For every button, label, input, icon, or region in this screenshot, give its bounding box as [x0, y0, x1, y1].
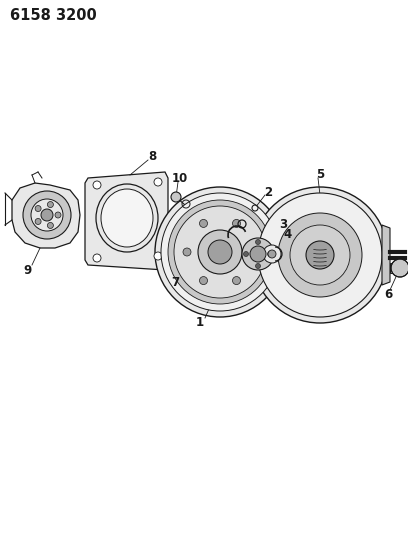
- Circle shape: [258, 193, 382, 317]
- Text: 5: 5: [316, 167, 324, 181]
- Circle shape: [306, 241, 334, 269]
- Circle shape: [200, 220, 208, 228]
- Circle shape: [250, 246, 266, 262]
- Circle shape: [55, 212, 61, 218]
- Text: 8: 8: [148, 149, 156, 163]
- Text: 4: 4: [284, 228, 292, 240]
- Text: 6: 6: [384, 288, 392, 302]
- Circle shape: [255, 239, 260, 245]
- Circle shape: [268, 250, 276, 258]
- Circle shape: [290, 225, 350, 285]
- Circle shape: [233, 220, 240, 228]
- Circle shape: [197, 242, 213, 258]
- Text: 10: 10: [172, 172, 188, 184]
- Circle shape: [161, 193, 279, 311]
- Circle shape: [252, 187, 388, 323]
- Circle shape: [198, 230, 242, 274]
- Text: 7: 7: [171, 277, 179, 289]
- Circle shape: [47, 222, 53, 229]
- Circle shape: [244, 252, 248, 256]
- Circle shape: [233, 277, 240, 285]
- Circle shape: [249, 248, 257, 256]
- Circle shape: [159, 204, 251, 296]
- Circle shape: [208, 240, 232, 264]
- Circle shape: [41, 209, 53, 221]
- Circle shape: [268, 252, 273, 256]
- Text: 2: 2: [264, 185, 272, 198]
- Circle shape: [23, 191, 71, 239]
- Circle shape: [35, 206, 41, 212]
- Polygon shape: [390, 263, 403, 273]
- Text: 6158 3200: 6158 3200: [10, 8, 97, 23]
- Circle shape: [174, 206, 266, 298]
- Circle shape: [200, 277, 208, 285]
- Circle shape: [154, 252, 162, 260]
- Ellipse shape: [101, 189, 153, 247]
- Polygon shape: [12, 183, 80, 248]
- Circle shape: [168, 200, 272, 304]
- Text: 9: 9: [24, 263, 32, 277]
- Polygon shape: [85, 172, 168, 270]
- Text: 3: 3: [279, 219, 287, 231]
- Circle shape: [93, 254, 101, 262]
- Circle shape: [391, 259, 408, 277]
- Circle shape: [278, 213, 362, 297]
- Circle shape: [31, 199, 63, 231]
- Circle shape: [47, 201, 53, 207]
- Circle shape: [263, 245, 281, 263]
- Circle shape: [255, 263, 260, 269]
- Ellipse shape: [96, 184, 158, 252]
- Circle shape: [242, 238, 274, 270]
- Circle shape: [93, 181, 101, 189]
- Circle shape: [171, 192, 181, 202]
- Polygon shape: [382, 225, 390, 285]
- Circle shape: [154, 178, 162, 186]
- Circle shape: [35, 219, 41, 224]
- Text: 1: 1: [196, 317, 204, 329]
- Circle shape: [183, 248, 191, 256]
- Circle shape: [155, 187, 285, 317]
